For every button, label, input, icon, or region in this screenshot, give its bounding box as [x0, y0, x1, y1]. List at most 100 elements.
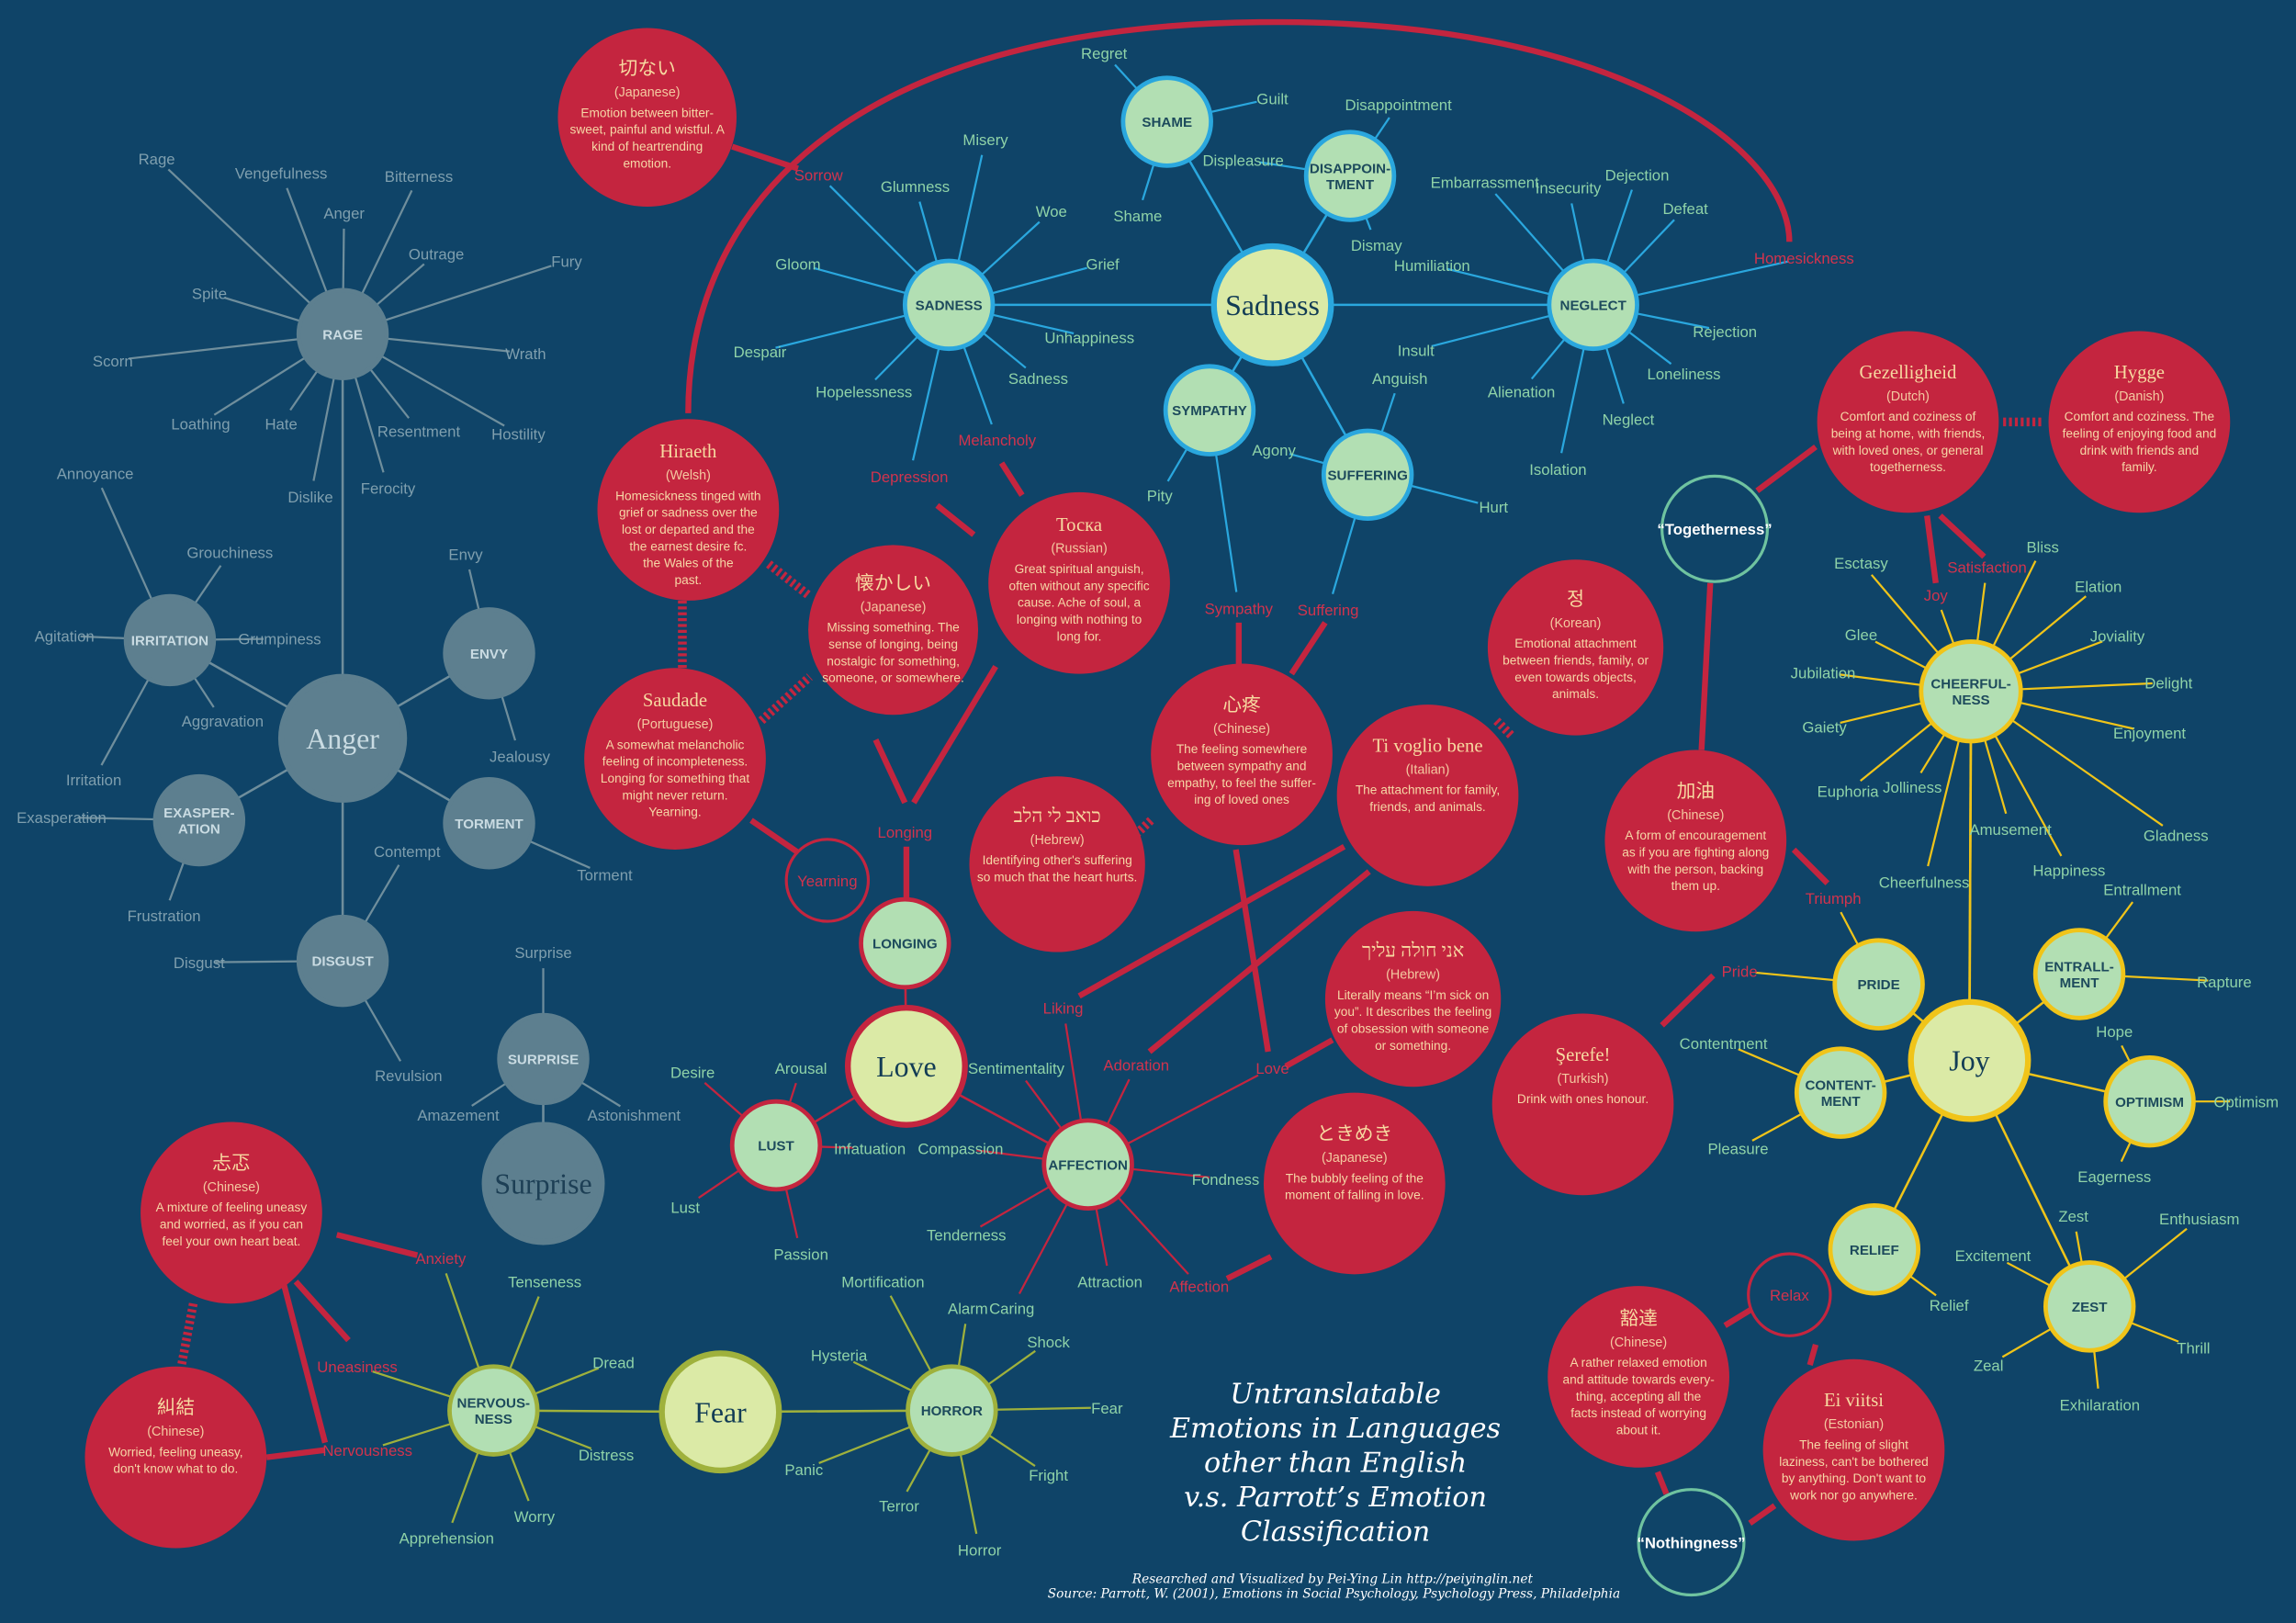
ring-circle — [1747, 1252, 1832, 1337]
emotion-label-panic: Panic — [784, 1461, 823, 1479]
emotion-label-lust: Lust — [670, 1199, 700, 1216]
word-definition-line: empathy, to feel the suffer- — [1167, 776, 1316, 790]
secondary-label: RELIEF — [1850, 1243, 1899, 1258]
word-bubble — [1762, 1358, 1945, 1541]
secondary-circle — [152, 773, 246, 867]
word-definition-line: long for. — [1057, 629, 1102, 643]
secondary-label: ATION — [178, 821, 220, 837]
secondary-node-lust: LUST — [729, 1099, 823, 1192]
homesickness-arc — [685, 18, 1793, 413]
word-connector — [275, 1261, 329, 1444]
word-definition-line: The attachment for family, — [1356, 783, 1500, 797]
word-connector — [1289, 621, 1328, 676]
word-bubble — [557, 28, 737, 208]
word-definition-line: grief or sadness over the — [619, 506, 758, 520]
credit-line: Researched and Visualized by Pei-Ying Li… — [1131, 1572, 1534, 1587]
emotion-label-envy: Envy — [448, 546, 483, 563]
word-title: Ei viitsi — [1824, 1391, 1884, 1411]
word-definition-line: Yearning. — [648, 806, 701, 819]
word-bubble — [1336, 704, 1519, 886]
emotion-label-relief: Relief — [1930, 1297, 1969, 1314]
secondary-node-disgust: DISGUST — [296, 914, 389, 1008]
word-bubble — [1548, 1286, 1729, 1468]
emotion-label-contentment: Contentment — [1680, 1035, 1768, 1053]
word-title: 糾結 — [157, 1397, 195, 1418]
emotion-label-satisfaction: Satisfaction — [1947, 559, 2027, 577]
word-definition-line: A somewhat melancholic — [606, 738, 745, 751]
secondary-node-zest: ZEST — [2043, 1260, 2136, 1353]
emotion-label-ferocity: Ferocity — [361, 480, 416, 498]
emotion-label-hysteria: Hysteria — [811, 1347, 868, 1364]
emotion-label-rejection: Rejection — [1693, 323, 1757, 341]
word-title: Gezelligheid — [1860, 363, 1957, 383]
primary-node-surprise: Surprise — [481, 1121, 605, 1245]
secondary-circle — [123, 593, 217, 687]
word-connector — [872, 738, 908, 805]
primary-label: Love — [876, 1051, 937, 1083]
secondary-label: MENT — [1821, 1094, 1862, 1110]
page-title-line: Emotions in Languages — [1169, 1413, 1501, 1445]
emotion-label-melancholy: Melancholy — [958, 432, 1036, 449]
word-bubble — [988, 491, 1170, 674]
emotion-label-grouchiness: Grouchiness — [186, 545, 273, 562]
emotion-label-hate: Hate — [264, 415, 297, 433]
emotion-label-humiliation: Humiliation — [1394, 257, 1470, 275]
node-layer: Rage Vengefulness Anger Bitterness Outrage Fu… — [17, 28, 2279, 1597]
primary-label: Joy — [1949, 1045, 1989, 1077]
word-definition-line: Great spiritual anguish, — [1015, 562, 1144, 576]
emotion-label-disgust: Disgust — [174, 954, 225, 972]
emotion-label-love: Love — [1255, 1060, 1289, 1077]
secondary-node-neglect: NEGLECT — [1547, 258, 1639, 352]
emotion-label-frustration: Frustration — [128, 907, 201, 925]
secondary-label: AFFECTION — [1048, 1157, 1128, 1173]
word-connector — [293, 1279, 351, 1343]
emotion-label-caring: Caring — [989, 1300, 1034, 1317]
emotion-label-jubilation: Jubilation — [1791, 664, 1856, 682]
emotion-label-sorrow: Sorrow — [794, 166, 844, 184]
secondary-circle — [447, 1364, 540, 1457]
emotion-label-exasperation: Exasperation — [17, 809, 107, 827]
secondary-node-suffering: SUFFERING — [1321, 428, 1414, 522]
word-definition-line: feeling of enjoying food and — [2063, 427, 2217, 441]
emotion-label-anger: Anger — [323, 205, 365, 222]
emotion-label-torment: Torment — [577, 866, 633, 884]
word-circle-natsukashii: 懐かしい (Japanese) Missing something. The sens… — [808, 545, 979, 716]
emotion-label-misery: Misery — [962, 131, 1008, 149]
emotion-label-agitation: Agitation — [35, 628, 95, 646]
word-definition-line: with loved ones, or general — [1832, 444, 1984, 457]
primary-node-anger: Anger — [277, 673, 408, 803]
emotion-label-joy: Joy — [1924, 587, 1949, 604]
word-definition-line: sweet, painful and wistful. A — [570, 123, 726, 137]
word-bubble — [808, 545, 979, 716]
word-definition-line: friends, and animals. — [1369, 800, 1485, 814]
secondary-circle — [296, 914, 389, 1008]
emotion-label-tenderness: Tenderness — [927, 1227, 1007, 1245]
emotion-label-surprise: Surprise — [514, 944, 571, 962]
emotion-label-dismay: Dismay — [1351, 237, 1402, 254]
word-bubble — [969, 776, 1145, 952]
emotion-label-fear: Fear — [1091, 1400, 1123, 1417]
word-definition-line: Missing something. The — [827, 621, 960, 635]
word-language: (Portuguese) — [637, 717, 714, 732]
primary-label: Surprise — [494, 1168, 591, 1200]
emotion-label-rapture: Rapture — [2197, 974, 2252, 991]
word-connector — [1698, 582, 1714, 750]
word-definition-line: longing with nothing to — [1017, 613, 1142, 626]
word-circle-aleicha: אני חולה עליך (Hebrew) Literally means “I’… — [1324, 910, 1502, 1088]
emotion-label-neglect: Neglect — [1603, 411, 1655, 429]
word-title: ときめき — [1316, 1124, 1392, 1144]
word-language: (Japanese) — [1322, 1151, 1388, 1166]
word-definition-line: The feeling of slight — [1799, 1437, 1908, 1451]
word-definition-line: Drink with ones honour. — [1517, 1092, 1649, 1106]
emotion-label-fury: Fury — [551, 253, 582, 270]
word-bubble — [584, 668, 766, 850]
secondary-node-cheerfulness: CHEERFUL-NESS — [1919, 639, 2023, 744]
emotion-label-anguish: Anguish — [1372, 370, 1427, 388]
emotion-label-dejection: Dejection — [1605, 166, 1670, 184]
word-title: 懐かしい — [855, 572, 931, 593]
secondary-node-sympathy: SYMPATHY — [1163, 364, 1256, 456]
emotion-label-alienation: Alienation — [1488, 383, 1556, 400]
emotion-label-fondness: Fondness — [1192, 1171, 1260, 1189]
ring-circle — [784, 838, 871, 923]
